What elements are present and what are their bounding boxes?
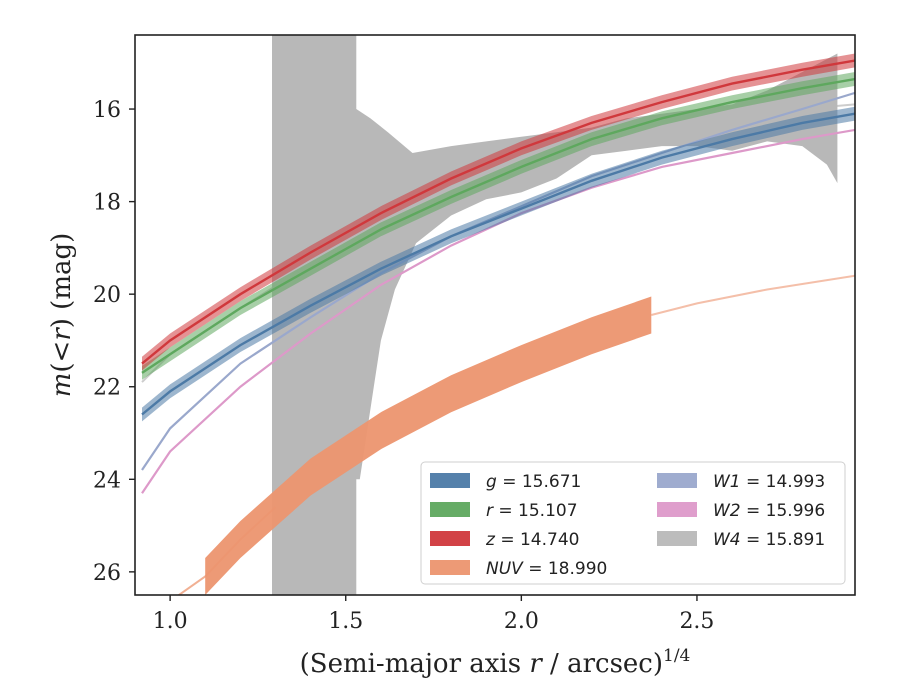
x-tick-label: 1.5	[328, 609, 363, 634]
x-tick-label: 2.5	[679, 609, 714, 634]
legend-label-g: g = 15.671	[486, 472, 581, 492]
plot-area	[141, 35, 855, 595]
y-tick-label: 22	[93, 376, 121, 401]
legend-swatch-w2	[657, 502, 697, 517]
legend-swatch-w1	[657, 473, 697, 488]
legend: g = 15.671 r = 15.107 z = 14.740 NUV = 18.9…	[420, 461, 846, 585]
legend-swatch-w4	[657, 531, 697, 546]
legend-label-nuv: NUV = 18.990	[486, 559, 607, 579]
legend-label-r: r = 15.107	[486, 501, 578, 521]
y-tick-label: 20	[93, 283, 121, 308]
y-tick-label: 24	[93, 468, 121, 493]
series-nuv-band	[205, 296, 652, 595]
legend-swatch-r	[430, 502, 470, 517]
x-axis-label: (Semi-major axis r / arcsec)1/4	[300, 646, 691, 679]
y-tick-label: 18	[93, 191, 121, 216]
series-z-line	[141, 59, 855, 365]
y-axis-label: m(<r) (mag)	[47, 233, 77, 398]
legend-box	[420, 461, 846, 585]
legend-label-w4: W4 = 15.891	[713, 530, 825, 550]
series-r-line	[141, 77, 855, 374]
y-tick-label: 16	[93, 98, 121, 123]
y-axis-ticks: 16 18 20 22 24 26	[93, 98, 135, 586]
x-tick-label: 1.0	[153, 609, 188, 634]
y-tick-label: 26	[93, 561, 121, 586]
legend-label-w1: W1 = 14.993	[713, 472, 825, 492]
legend-swatch-nuv	[430, 560, 470, 575]
legend-swatch-g	[430, 473, 470, 488]
legend-swatch-z	[430, 531, 470, 546]
x-axis-ticks: 1.0 1.5 2.0 2.5	[153, 595, 714, 634]
series-g-line	[141, 112, 855, 416]
plot-frame	[134, 34, 856, 596]
legend-label-w2: W2 = 15.996	[713, 501, 825, 521]
series-nuv-tail	[651, 274, 855, 316]
x-tick-label: 2.0	[504, 609, 539, 634]
legend-label-z: z = 14.740	[485, 530, 579, 550]
series-w4-band	[272, 35, 838, 595]
